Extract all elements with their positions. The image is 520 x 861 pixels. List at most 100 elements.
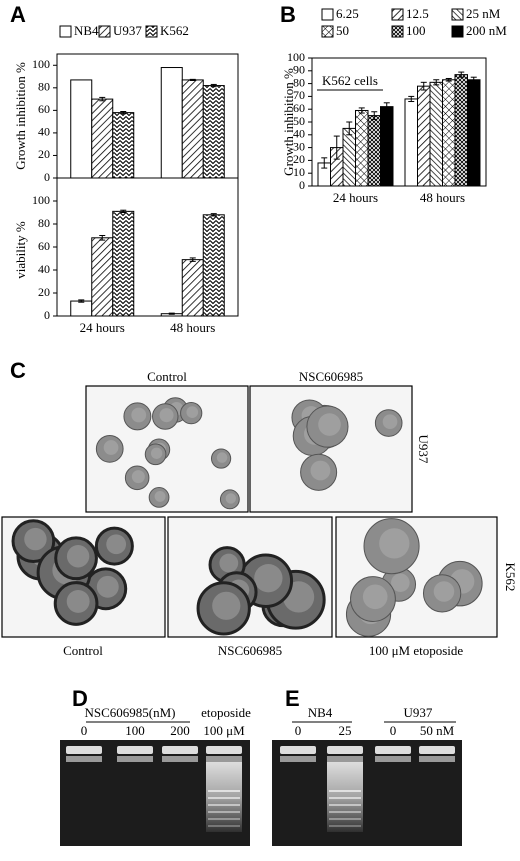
lane-label: 100 μM — [203, 723, 245, 738]
panel-label: D — [72, 686, 88, 711]
row-label: K562 — [503, 563, 518, 592]
cell-core — [186, 406, 199, 418]
lane-label: 200 — [170, 723, 190, 738]
gel-ladder-band — [208, 811, 240, 813]
error-bar — [168, 312, 175, 315]
y-tick-label: 30 — [293, 139, 305, 153]
y-tick-label: 60 — [38, 102, 50, 116]
gel-well — [327, 746, 363, 754]
x-tick-label: 24 hours — [80, 320, 125, 335]
y-axis-label: Growth inhibition % — [13, 62, 28, 170]
gel-band — [66, 756, 102, 762]
gel-ladder-band — [329, 797, 361, 799]
y-tick-label: 100 — [287, 50, 305, 64]
bar — [454, 74, 468, 187]
bar — [367, 115, 381, 187]
legend-label: K562 — [160, 23, 189, 38]
gel-ladder-band — [208, 797, 240, 799]
cell-core — [106, 534, 127, 555]
gel-well — [206, 746, 242, 754]
cell-core — [254, 563, 283, 593]
y-axis-label: Growth inhibition % — [281, 68, 296, 176]
lane-label: 0 — [295, 723, 302, 738]
gel-ladder-band — [329, 790, 361, 792]
legend-swatch — [59, 25, 72, 38]
gel-well — [66, 746, 102, 754]
y-axis-label: viability % — [13, 221, 28, 279]
error-bar — [78, 299, 85, 303]
gel-group: U937 — [404, 705, 433, 720]
error-bar — [189, 257, 196, 262]
y-tick-label: 40 — [293, 127, 305, 141]
bar — [112, 210, 135, 317]
cell-core — [154, 490, 166, 502]
y-tick-label: 20 — [293, 152, 305, 166]
y-tick-label: 50 — [293, 114, 305, 128]
column-label: NSC606985 — [299, 369, 363, 384]
cell-core — [391, 573, 410, 592]
bottom-label: 100 μM etoposide — [369, 643, 464, 658]
gel-band — [327, 756, 363, 762]
error-bar — [420, 81, 427, 91]
y-tick-label: 90 — [293, 63, 305, 77]
gel-band — [206, 756, 242, 762]
legend-swatch — [145, 25, 158, 38]
lane-label: 0 — [390, 723, 397, 738]
micrograph — [335, 516, 498, 638]
cell-core — [225, 493, 236, 504]
legend-label: 200 nM — [466, 23, 507, 38]
error-bar — [470, 76, 477, 83]
lane-label: 100 — [125, 723, 145, 738]
gel-ladder-band — [329, 811, 361, 813]
gel-body — [272, 740, 462, 846]
error-bar — [321, 157, 328, 169]
bar — [342, 127, 356, 187]
error-bar — [99, 96, 106, 102]
x-tick-label: 24 hours — [333, 190, 378, 205]
gel-band — [419, 756, 455, 762]
error-bar — [99, 235, 106, 241]
bar — [181, 79, 204, 179]
panel-label: C — [10, 358, 26, 383]
gel-band — [162, 756, 198, 762]
error-bar — [408, 95, 415, 103]
bar — [429, 81, 443, 187]
legend-label: 6.25 — [336, 6, 359, 21]
error-bar — [458, 71, 465, 78]
panel-label: E — [285, 686, 300, 711]
error-bar — [189, 78, 196, 81]
cell-core — [382, 414, 398, 430]
y-tick-label: 10 — [293, 165, 305, 179]
gel-band — [375, 756, 411, 762]
y-tick-label: 20 — [38, 147, 50, 161]
error-bar — [433, 79, 440, 86]
x-tick-label: 48 hours — [420, 190, 465, 205]
legend-swatch — [391, 25, 404, 38]
legend-label: 100 — [406, 23, 426, 38]
y-tick-label: 80 — [38, 216, 50, 230]
micrograph — [167, 516, 333, 638]
micrograph — [85, 385, 249, 513]
panel-label: B — [280, 2, 296, 27]
error-bar — [210, 213, 217, 217]
cell-core — [379, 528, 410, 559]
gel-header: etoposide — [201, 705, 251, 720]
error-bar — [210, 83, 217, 88]
bottom-label: NSC606985 — [218, 643, 282, 658]
bar — [91, 237, 114, 317]
bar — [404, 98, 418, 187]
y-tick-label: 40 — [38, 125, 50, 139]
y-tick-label: 80 — [38, 80, 50, 94]
cell-core — [131, 407, 147, 423]
error-bar — [445, 77, 452, 82]
y-tick-label: 70 — [293, 88, 305, 102]
gel-ladder-band — [208, 825, 240, 827]
bar — [442, 79, 456, 187]
gel-well — [117, 746, 153, 754]
micrograph-frame — [249, 385, 413, 513]
gel-group: NB4 — [308, 705, 333, 720]
error-bar — [383, 102, 390, 111]
cell-core — [66, 545, 90, 568]
error-bar — [358, 107, 365, 114]
